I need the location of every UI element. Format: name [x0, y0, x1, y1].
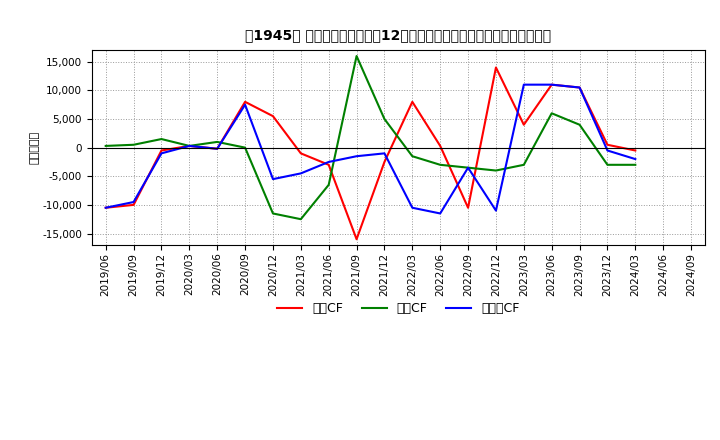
営業CF — [520, 122, 528, 127]
フリーCF — [436, 211, 444, 216]
フリーCF — [240, 102, 249, 107]
投資CF — [464, 165, 472, 170]
フリーCF — [157, 151, 166, 156]
フリーCF — [492, 208, 500, 213]
投資CF — [352, 53, 361, 59]
営業CF — [240, 99, 249, 104]
投資CF — [102, 143, 110, 149]
投資CF — [520, 162, 528, 168]
営業CF — [436, 143, 444, 149]
投資CF — [185, 143, 194, 149]
投資CF — [240, 145, 249, 150]
フリーCF — [102, 205, 110, 210]
営業CF — [297, 151, 305, 156]
フリーCF — [213, 146, 222, 151]
投資CF — [380, 116, 389, 121]
営業CF — [157, 148, 166, 153]
フリーCF — [408, 205, 417, 210]
投資CF — [269, 211, 277, 216]
Line: フリーCF: フリーCF — [106, 84, 635, 213]
フリーCF — [547, 82, 556, 87]
営業CF — [492, 65, 500, 70]
フリーCF — [325, 159, 333, 165]
営業CF — [325, 162, 333, 168]
Line: 営業CF: 営業CF — [106, 67, 635, 239]
投資CF — [325, 182, 333, 187]
営業CF — [352, 237, 361, 242]
投資CF — [631, 162, 639, 168]
営業CF — [631, 148, 639, 153]
営業CF — [464, 205, 472, 210]
営業CF — [102, 205, 110, 210]
投資CF — [547, 110, 556, 116]
フリーCF — [352, 154, 361, 159]
投資CF — [603, 162, 612, 168]
営業CF — [575, 85, 584, 90]
営業CF — [269, 114, 277, 119]
Line: 投資CF: 投資CF — [106, 56, 635, 219]
投資CF — [157, 136, 166, 142]
Title: 　1945、 キャッシュフローの12か月移動合計の対前年同期増減額の推移: 1945、 キャッシュフローの12か月移動合計の対前年同期増減額の推移 — [246, 28, 552, 42]
投資CF — [213, 139, 222, 145]
投資CF — [130, 142, 138, 147]
フリーCF — [130, 199, 138, 205]
営業CF — [185, 143, 194, 149]
フリーCF — [269, 176, 277, 182]
営業CF — [380, 159, 389, 165]
フリーCF — [603, 148, 612, 153]
Legend: 営業CF, 投資CF, フリーCF: 営業CF, 投資CF, フリーCF — [272, 297, 525, 320]
営業CF — [130, 202, 138, 208]
営業CF — [547, 82, 556, 87]
Y-axis label: （百万円）: （百万円） — [30, 131, 40, 164]
フリーCF — [185, 143, 194, 149]
フリーCF — [520, 82, 528, 87]
営業CF — [603, 142, 612, 147]
フリーCF — [575, 85, 584, 90]
営業CF — [408, 99, 417, 104]
フリーCF — [380, 151, 389, 156]
投資CF — [408, 154, 417, 159]
投資CF — [575, 122, 584, 127]
投資CF — [436, 162, 444, 168]
フリーCF — [631, 157, 639, 162]
投資CF — [297, 216, 305, 222]
投資CF — [492, 168, 500, 173]
フリーCF — [297, 171, 305, 176]
営業CF — [213, 146, 222, 151]
フリーCF — [464, 165, 472, 170]
